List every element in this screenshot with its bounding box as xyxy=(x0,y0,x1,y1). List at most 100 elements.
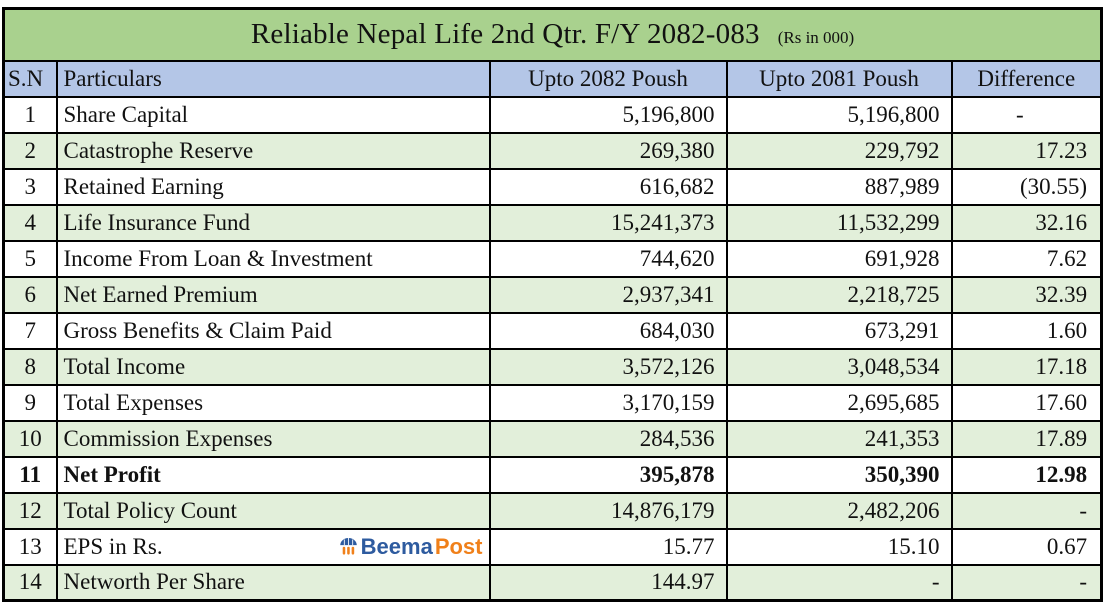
value-2081-cell: 2,482,206 xyxy=(725,491,953,530)
value-2081-cell: 350,390 xyxy=(725,455,953,494)
value-2081-cell: 2,695,685 xyxy=(725,383,953,422)
sn-cell: 13 xyxy=(2,527,58,566)
value-2082-cell: 684,030 xyxy=(488,311,728,350)
table-row: 5 Income From Loan & Investment BeemaPos… xyxy=(2,239,1103,278)
column-header-sn: S.N xyxy=(2,59,58,98)
sn-cell: 12 xyxy=(2,491,58,530)
value-2081-cell: 673,291 xyxy=(725,311,953,350)
header-row: S.N Particulars Upto 2082 Poush Upto 208… xyxy=(2,59,1103,98)
particulars-label: Net Earned Premium xyxy=(63,281,258,307)
difference-cell: 32.39 xyxy=(950,275,1103,314)
particulars-label: Total Income xyxy=(63,353,186,379)
sn-cell: 11 xyxy=(2,455,58,494)
value-2082-cell: 395,878 xyxy=(488,455,728,494)
value-2081-cell: 887,989 xyxy=(725,167,953,206)
value-2081-cell: 15.10 xyxy=(725,527,953,566)
difference-cell: 32.16 xyxy=(950,203,1103,242)
sn-cell: 3 xyxy=(2,167,58,206)
sn-cell: 4 xyxy=(2,203,58,242)
value-2081-cell: 2,218,725 xyxy=(725,275,953,314)
difference-cell: 17.23 xyxy=(950,131,1103,170)
logo-text-post: Post xyxy=(434,533,483,559)
difference-cell: - xyxy=(950,491,1103,530)
value-2082-cell: 14,876,179 xyxy=(488,491,728,530)
column-header-2081-poush: Upto 2081 Poush xyxy=(725,59,953,98)
sn-cell: 1 xyxy=(2,95,58,134)
title-row: Reliable Nepal Life 2nd Qtr. F/Y 2082-08… xyxy=(2,7,1103,62)
difference-cell: 0.67 xyxy=(950,527,1103,566)
particulars-label: Life Insurance Fund xyxy=(63,209,251,235)
value-2082-cell: 2,937,341 xyxy=(488,275,728,314)
sn-cell: 10 xyxy=(2,419,58,458)
difference-cell: 17.60 xyxy=(950,383,1103,422)
value-2082-cell: 744,620 xyxy=(488,239,728,278)
value-2082-cell: 15,241,373 xyxy=(488,203,728,242)
report-title: Reliable Nepal Life 2nd Qtr. F/Y 2082-08… xyxy=(250,18,760,51)
table-row: 13 EPS in Rs. Beema Post 15.77 15.10 0.67 xyxy=(2,527,1103,566)
value-2081-cell: 241,353 xyxy=(725,419,953,458)
sn-cell: 5 xyxy=(2,239,58,278)
particulars-label: Catastrophe Reserve xyxy=(63,137,254,163)
column-header-2082-poush: Upto 2082 Poush xyxy=(488,59,728,98)
financial-results-table: Reliable Nepal Life 2nd Qtr. F/Y 2082-08… xyxy=(2,7,1103,602)
particulars-label: Networth Per Share xyxy=(63,569,245,595)
value-2081-cell: 3,048,534 xyxy=(725,347,953,386)
logo-text-beema: Beema xyxy=(360,533,433,559)
difference-cell: - xyxy=(950,563,1103,602)
sn-cell: 7 xyxy=(2,311,58,350)
particulars-label: Net Profit xyxy=(63,461,161,487)
particulars-label: Commission Expenses xyxy=(63,425,273,451)
particulars-label: Retained Earning xyxy=(63,173,224,199)
beemapost-logo: Beema Post xyxy=(339,533,485,559)
particulars-cell: EPS in Rs. Beema Post xyxy=(55,527,491,566)
difference-cell: (30.55) xyxy=(950,167,1103,206)
sn-cell: 6 xyxy=(2,275,58,314)
particulars-label: Income From Loan & Investment xyxy=(63,245,373,271)
particulars-label: Share Capital xyxy=(63,101,189,127)
particulars-label: Total Expenses xyxy=(63,389,204,415)
value-2082-cell: 269,380 xyxy=(488,131,728,170)
report-title-cell: Reliable Nepal Life 2nd Qtr. F/Y 2082-08… xyxy=(2,7,1103,62)
report-unit-label: (Rs in 000) xyxy=(777,28,855,48)
value-2081-cell: 691,928 xyxy=(725,239,953,278)
value-2081-cell: 11,532,299 xyxy=(725,203,953,242)
difference-cell: 1.60 xyxy=(950,311,1103,350)
value-2082-cell: 616,682 xyxy=(488,167,728,206)
value-2082-cell: 284,536 xyxy=(488,419,728,458)
particulars-label: Gross Benefits & Claim Paid xyxy=(63,317,332,343)
sn-cell: 8 xyxy=(2,347,58,386)
value-2082-cell: 3,572,126 xyxy=(488,347,728,386)
value-2082-cell: 3,170,159 xyxy=(488,383,728,422)
value-2081-cell: - xyxy=(725,563,953,602)
sn-cell: 14 xyxy=(2,563,58,602)
value-2082-cell: 5,196,800 xyxy=(488,95,728,134)
particulars-label: EPS in Rs. xyxy=(63,533,163,559)
difference-cell: 7.62 xyxy=(950,239,1103,278)
column-header-particulars: Particulars xyxy=(55,59,491,98)
table-row: 7 Gross Benefits & Claim Paid BeemaPost … xyxy=(2,311,1103,350)
value-2082-cell: 15.77 xyxy=(488,527,728,566)
difference-cell: - xyxy=(950,95,1103,134)
sn-cell: 9 xyxy=(2,383,58,422)
column-header-difference: Difference xyxy=(950,59,1103,98)
